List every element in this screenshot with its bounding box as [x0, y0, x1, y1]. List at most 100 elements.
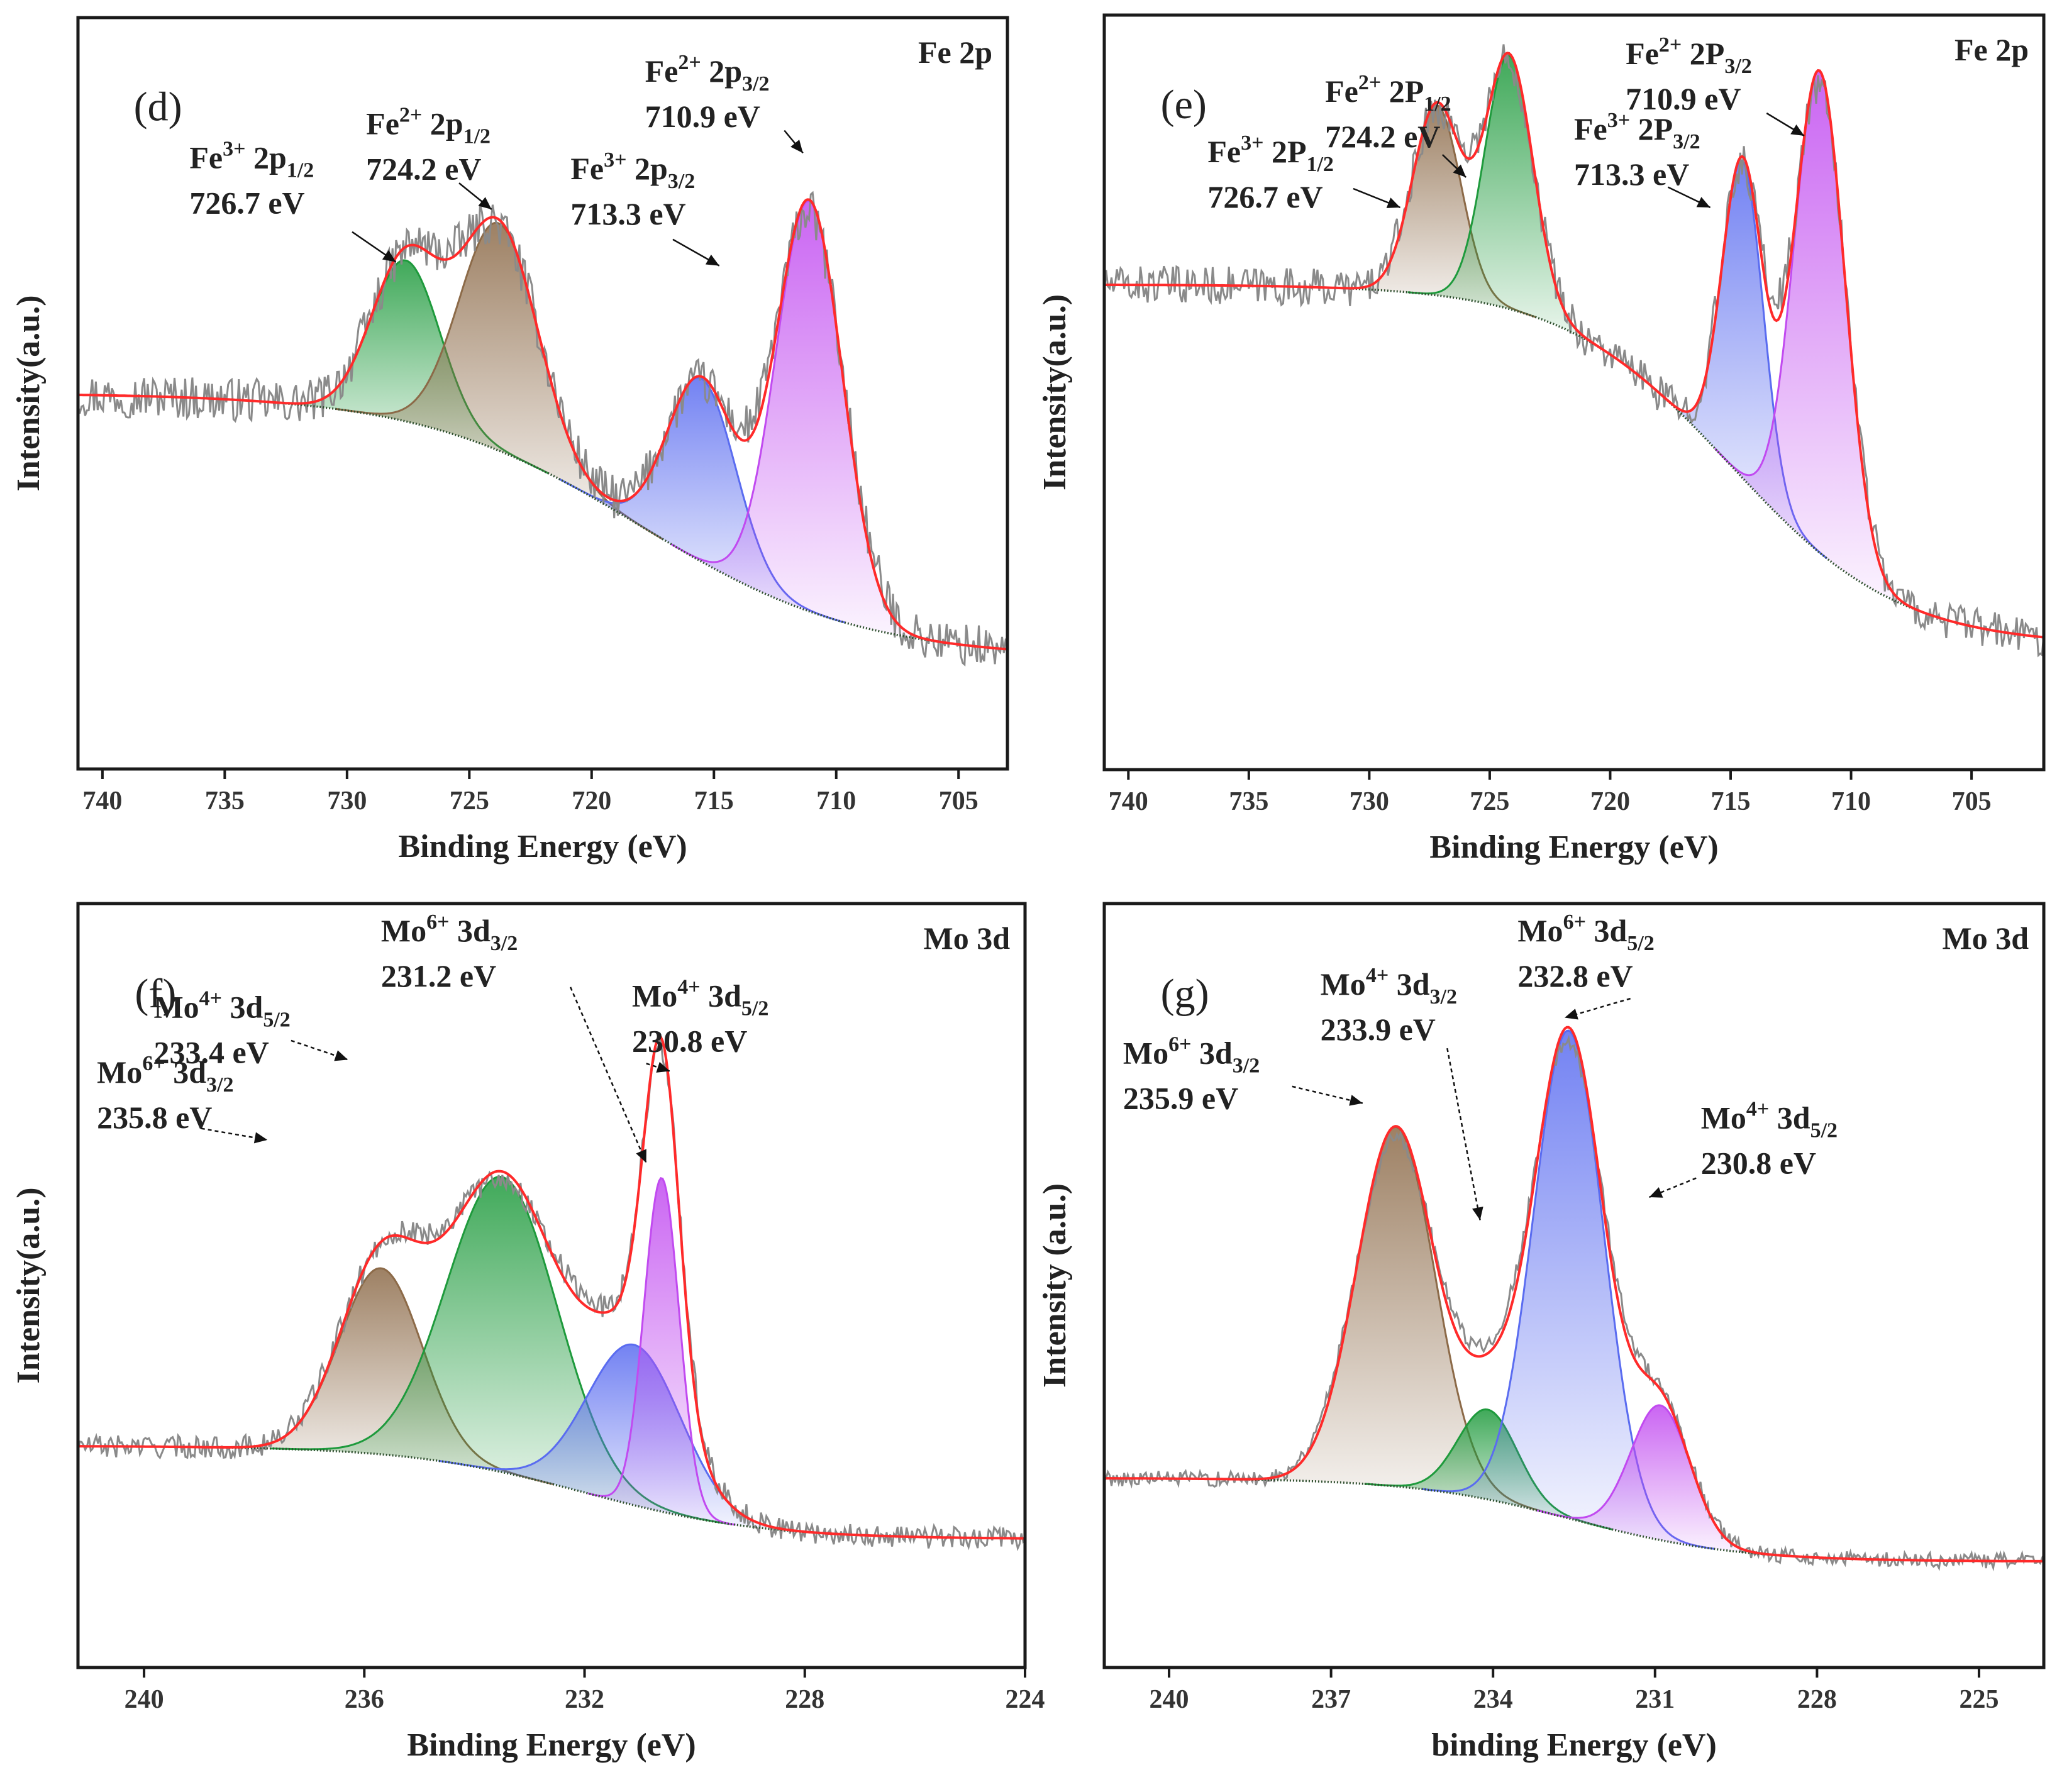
annotation-species: Mo6+ 3d5/2	[1517, 910, 1654, 955]
x-tick-label: 240	[1150, 1685, 1189, 1714]
element-label: Mo 3d	[924, 921, 1011, 956]
annotation-species: Fe2+ 2p3/2	[645, 51, 770, 96]
annotation-species: Mo4+ 3d5/2	[153, 987, 290, 1032]
annotation-energy: 231.2 eV	[381, 958, 496, 993]
annotation-energy: 233.9 eV	[1321, 1012, 1436, 1047]
element-label: Fe 2p	[918, 35, 992, 70]
plot-frame	[1102, 13, 2046, 772]
x-tick-label: 236	[345, 1685, 384, 1714]
peak-fill	[1407, 55, 1609, 353]
peak-fill	[335, 223, 663, 539]
x-tick-label: 715	[1711, 787, 1751, 816]
plot-area	[1104, 44, 2044, 658]
annotation-energy: 724.2 eV	[1325, 119, 1440, 154]
panel-tag: (e)	[1161, 82, 1207, 128]
annotation-energy: 232.8 eV	[1517, 958, 1633, 993]
panel-d: 740 735 730 725 720 715 710 705 Binding Energy (…	[11, 16, 1009, 865]
plot-frame	[1102, 902, 2046, 1669]
fit-envelope	[78, 198, 1007, 651]
fit-envelope	[1104, 1026, 2044, 1562]
x-tick-label: 234	[1473, 1685, 1513, 1714]
raw-spectrum	[1104, 44, 2044, 658]
x-tick-label: 730	[327, 787, 367, 816]
x-axis-label: Binding Energy (eV)	[407, 1727, 696, 1763]
panel-tag: (g)	[1161, 971, 1209, 1017]
annotation-energy: 713.3 eV	[1574, 157, 1689, 192]
peak-fill	[209, 1268, 553, 1485]
panel-e: 740 735 730 725 720 715 710 705 Binding Energy (…	[1037, 13, 2046, 865]
annotation-energy: 230.8 eV	[1701, 1146, 1816, 1181]
y-axis-label: Intensity(a.u.)	[1037, 294, 1073, 490]
panel-f: 240 236 232 228 224 Binding Energy (eV) Intens…	[11, 902, 1045, 1763]
x-tick-label: 705	[1952, 787, 1992, 816]
annotation-energy: 710.9 eV	[645, 99, 760, 134]
x-axis-label: Binding Energy (eV)	[1429, 829, 1718, 865]
x-tick-label: 710	[816, 787, 856, 816]
plot-area	[78, 1035, 1025, 1552]
x-tick-label: 740	[1109, 787, 1148, 816]
annotation-arrowhead	[1472, 1207, 1483, 1220]
x-axis-label: binding Energy (eV)	[1431, 1727, 1717, 1763]
annotation-species: Mo6+ 3d3/2	[381, 910, 518, 955]
x-tick-label: 225	[1959, 1685, 1999, 1714]
x-tick-label: 231	[1635, 1685, 1675, 1714]
annotation-species: Mo6+ 3d3/2	[1123, 1032, 1260, 1077]
annotation-arrowhead	[1696, 197, 1710, 207]
fit-envelope	[78, 1035, 1025, 1540]
annotation-energy: 235.8 eV	[97, 1100, 212, 1135]
annotation-species: Mo4+ 3d5/2	[632, 975, 768, 1020]
annotation-species: Fe3+ 2P1/2	[1207, 131, 1334, 176]
annotation-species: Mo6+ 3d3/2	[97, 1052, 233, 1097]
y-axis-label: Intensity(a.u.)	[11, 295, 47, 491]
annotation-species: Fe2+ 2P3/2	[1626, 33, 1752, 78]
plot-area	[78, 191, 1007, 667]
panel-tag: (f)	[135, 971, 176, 1017]
annotation-species: Fe3+ 2p3/2	[570, 148, 695, 193]
annotation-energy: 230.8 eV	[632, 1023, 747, 1058]
annotation-species: Fe3+ 2P3/2	[1574, 109, 1700, 153]
peak-fill	[1536, 1405, 1784, 1556]
annotation-arrowhead	[334, 1050, 348, 1061]
peak-fill	[262, 260, 548, 473]
annotation-energy: 710.9 eV	[1626, 81, 1741, 116]
x-tick-label: 710	[1831, 787, 1871, 816]
annotation-species: Fe2+ 2p1/2	[366, 103, 491, 148]
x-tick-label: 715	[694, 787, 734, 816]
peak-fill	[1335, 105, 1536, 318]
x-tick-label: 224	[1006, 1685, 1045, 1714]
annotation-energy: 713.3 eV	[570, 196, 685, 231]
annotation-species: Mo4+ 3d5/2	[1701, 1098, 1838, 1142]
annotation-energy: 724.2 eV	[366, 151, 481, 186]
annotation-arrowhead	[382, 250, 396, 262]
peak-fill	[587, 1178, 736, 1525]
x-tick-label: 705	[939, 787, 979, 816]
peak-curve	[587, 1176, 736, 1526]
x-tick-label: 237	[1311, 1685, 1351, 1714]
annotation-species: Fe2+ 2P1/2	[1325, 71, 1451, 116]
annotation-arrowhead	[1565, 1009, 1578, 1020]
annotation-arrowhead	[636, 1149, 646, 1163]
annotation-arrowhead	[1349, 1095, 1363, 1106]
annotation-arrow	[569, 987, 647, 1163]
x-tick-label: 735	[205, 787, 245, 816]
element-label: Fe 2p	[1954, 32, 2029, 67]
fit-envelope	[1104, 52, 2044, 639]
annotation-arrowhead	[705, 254, 719, 266]
plot-frame	[76, 902, 1027, 1669]
plot-area	[1104, 1026, 2044, 1572]
panel-tag: (d)	[134, 84, 182, 130]
element-label: Mo 3d	[1943, 921, 2029, 956]
raw-spectrum	[1104, 1034, 2044, 1572]
annotation-species: Fe3+ 2p1/2	[189, 137, 314, 182]
